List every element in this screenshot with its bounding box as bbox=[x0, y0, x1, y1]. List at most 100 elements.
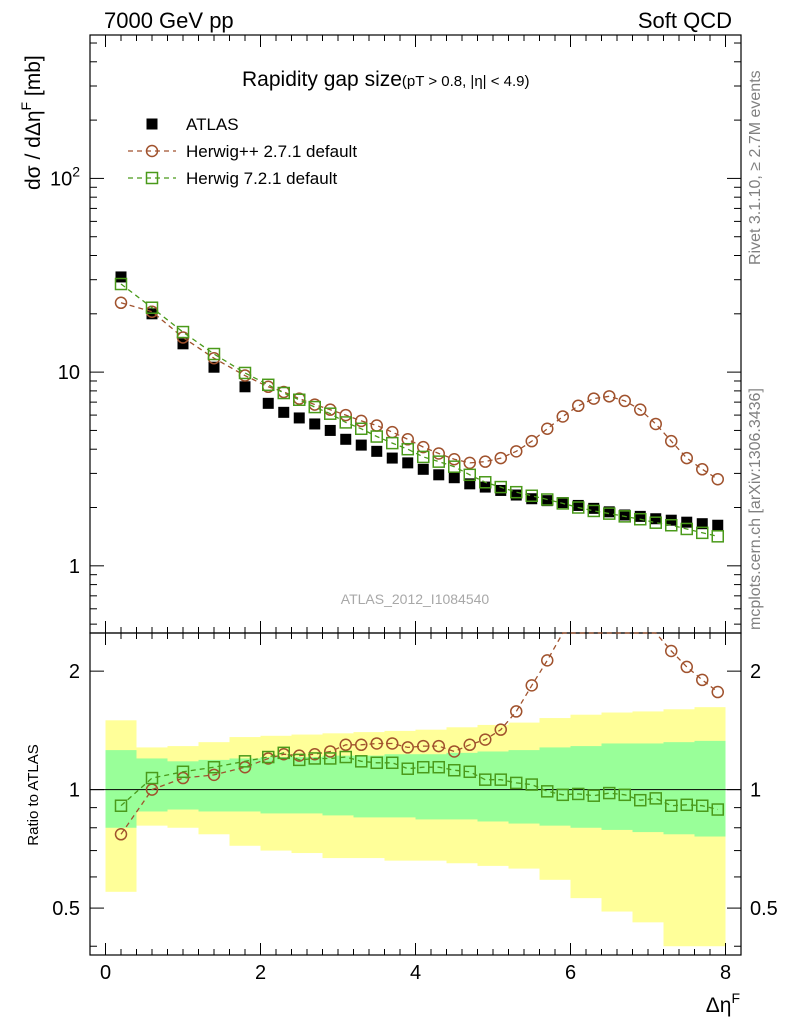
main-point-herwig-7-2-1-default bbox=[510, 485, 523, 499]
ratio-point-herwig-7-2-1-default bbox=[448, 763, 461, 777]
ratio-point-herwig-2-7-1-default bbox=[665, 644, 678, 658]
x-tick-label: 0 bbox=[100, 962, 111, 984]
main-point-herwig-2-7-1-default bbox=[114, 296, 128, 310]
main-point-herwig-7-2-1-default bbox=[370, 430, 383, 443]
main-point-atlas bbox=[115, 271, 127, 283]
legend-entry: Herwig++ 2.7.1 default bbox=[128, 142, 357, 161]
main-point-atlas bbox=[386, 452, 398, 464]
ratio-series-herwig-7-2-1-default bbox=[114, 746, 724, 816]
ratio-point-herwig-7-2-1-default bbox=[463, 765, 476, 779]
main-point-atlas bbox=[510, 489, 522, 501]
main-point-herwig-7-2-1-default bbox=[696, 526, 709, 540]
ratio-point-herwig-7-2-1-default bbox=[541, 785, 554, 798]
green-band-segment bbox=[136, 758, 168, 812]
main-line-herwig-2-7-1-default bbox=[120, 302, 719, 480]
ratio-point-herwig-2-7-1-default bbox=[401, 741, 414, 754]
main-point-herwig-7-2-1-default bbox=[293, 393, 306, 407]
main-y-tick-label-base: 1 bbox=[69, 556, 80, 578]
ratio-y-axis-label: Ratio to ATLAS bbox=[25, 744, 42, 845]
main-point-herwig-7-2-1-default bbox=[541, 493, 554, 506]
ratio-bands bbox=[90, 707, 741, 947]
main-point-herwig-2-7-1-default bbox=[510, 445, 523, 458]
main-point-herwig-2-7-1-default bbox=[386, 425, 399, 439]
ratio-point-herwig-2-7-1-default bbox=[680, 660, 693, 674]
x-tick-label: 2 bbox=[255, 962, 266, 984]
ratio-point-herwig-7-2-1-default bbox=[114, 799, 128, 812]
green-band-segment bbox=[260, 757, 292, 814]
ratio-point-herwig-2-7-1-default bbox=[114, 828, 128, 841]
ratio-point-herwig-7-2-1-default bbox=[145, 771, 159, 785]
main-point-herwig-2-7-1-default bbox=[339, 408, 352, 422]
main-point-atlas bbox=[650, 513, 662, 525]
main-point-herwig-2-7-1-default bbox=[494, 451, 507, 465]
main-point-herwig-7-2-1-default bbox=[238, 366, 252, 380]
ratio-axes: 0 2 4 6 8 0.5 0.5 1 1 2 2 bbox=[52, 632, 778, 984]
ratio-point-herwig-7-2-1-default bbox=[618, 788, 631, 802]
green-band-segment bbox=[694, 740, 726, 837]
ratio-point-herwig-2-7-1-default bbox=[494, 723, 507, 736]
main-point-herwig-7-2-1-default bbox=[207, 347, 221, 361]
header-left: 7000 GeV pp bbox=[104, 8, 234, 33]
ratio-point-herwig-2-7-1-default bbox=[448, 745, 461, 758]
ratio-point-herwig-2-7-1-default bbox=[207, 768, 221, 782]
ratio-point-herwig-7-2-1-default bbox=[510, 776, 523, 790]
green-band-segment bbox=[663, 742, 695, 835]
ratio-point-herwig-7-2-1-default bbox=[176, 765, 190, 779]
ratio-point-herwig-2-7-1-default bbox=[711, 685, 724, 699]
main-y-tick-label-base: 10 bbox=[50, 168, 72, 190]
ratio-point-herwig-7-2-1-default bbox=[432, 760, 445, 774]
green-band-segment bbox=[508, 750, 540, 824]
main-point-atlas bbox=[495, 484, 507, 496]
ratio-point-herwig-2-7-1-default bbox=[696, 673, 709, 687]
main-point-atlas bbox=[371, 445, 383, 457]
main-y-tick-label: 102 bbox=[50, 163, 80, 190]
main-point-herwig-7-2-1-default bbox=[145, 301, 159, 314]
green-band-segment bbox=[601, 743, 633, 830]
main-point-herwig-7-2-1-default bbox=[277, 386, 290, 400]
main-point-herwig-2-7-1-default bbox=[479, 455, 492, 468]
ratio-point-herwig-7-2-1-default bbox=[525, 778, 538, 791]
x-axis-label: ΔηF bbox=[706, 990, 740, 1017]
ratio-point-herwig-7-2-1-default bbox=[649, 792, 662, 805]
ratio-point-herwig-2-7-1-default bbox=[432, 739, 445, 753]
ratio-point-herwig-7-2-1-default bbox=[680, 798, 693, 812]
main-point-herwig-7-2-1-default bbox=[417, 450, 430, 464]
main-point-herwig-7-2-1-default bbox=[572, 501, 585, 514]
ratio-point-herwig-2-7-1-default bbox=[370, 737, 383, 750]
main-point-atlas bbox=[262, 397, 274, 409]
green-band-segment bbox=[198, 759, 230, 812]
main-point-herwig-2-7-1-default bbox=[587, 392, 600, 405]
main-y-axis-label-text: dσ / dΔη bbox=[22, 110, 45, 190]
main-point-atlas bbox=[696, 518, 708, 530]
ratio-point-herwig-2-7-1-default bbox=[386, 737, 399, 750]
ratio-point-herwig-2-7-1-default bbox=[525, 679, 538, 692]
main-point-atlas bbox=[619, 509, 631, 521]
main-point-atlas bbox=[177, 338, 189, 350]
main-y-tick-label: 10 bbox=[58, 362, 80, 384]
main-point-herwig-7-2-1-default bbox=[386, 436, 399, 450]
main-point-herwig-7-2-1-default bbox=[618, 510, 631, 523]
main-point-herwig-2-7-1-default bbox=[665, 434, 678, 448]
ratio-point-herwig-7-2-1-default bbox=[324, 752, 337, 765]
ratio-point-herwig-2-7-1-default bbox=[176, 771, 190, 785]
main-point-herwig-7-2-1-default bbox=[649, 516, 662, 529]
main-point-herwig-2-7-1-default bbox=[618, 394, 631, 408]
ratio-point-herwig-7-2-1-default bbox=[696, 799, 709, 812]
green-band-segment bbox=[446, 752, 478, 820]
green-band-segment bbox=[632, 743, 664, 833]
ratio-point-herwig-7-2-1-default bbox=[262, 750, 275, 764]
legend: ATLAS Herwig++ 2.7.1 default Herwig 7.2.1 … bbox=[128, 115, 357, 188]
ratio-point-herwig-7-2-1-default bbox=[370, 756, 383, 770]
ratio-point-herwig-7-2-1-default bbox=[556, 788, 569, 802]
main-line-herwig-7-2-1-default bbox=[120, 283, 718, 537]
ratio-point-herwig-7-2-1-default bbox=[711, 803, 724, 816]
ratio-y-tick-label: 2 bbox=[69, 661, 80, 683]
main-point-atlas bbox=[603, 506, 615, 518]
ratio-y-tick-label-right: 2 bbox=[750, 661, 761, 683]
ratio-point-herwig-2-7-1-default bbox=[324, 745, 337, 758]
main-point-atlas bbox=[464, 478, 476, 490]
main-point-atlas bbox=[324, 424, 336, 436]
ratio-point-herwig-7-2-1-default bbox=[494, 773, 507, 786]
chart-title: Rapidity gap size(pT > 0.8, |η| < 4.9) bbox=[242, 68, 530, 91]
main-point-atlas bbox=[572, 499, 584, 511]
